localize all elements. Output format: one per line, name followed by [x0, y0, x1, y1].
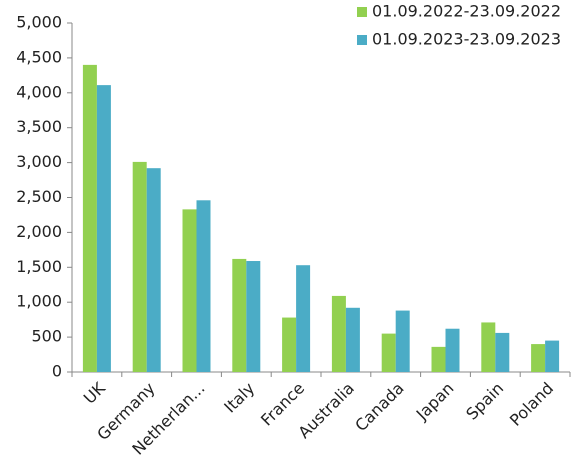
x-tick-label: UK	[80, 378, 109, 407]
y-tick-label: 1,500	[16, 257, 62, 276]
x-tick-label: Japan	[412, 379, 458, 425]
bar	[282, 317, 297, 372]
bar	[331, 295, 346, 372]
y-tick-label: 1,000	[16, 292, 62, 311]
x-tick-label: Poland	[506, 379, 557, 430]
bar	[246, 261, 261, 372]
y-tick-label: 4,500	[16, 47, 62, 66]
legend-swatch	[357, 35, 367, 45]
x-tick-label: Italy	[220, 379, 258, 417]
x-tick-label: Spain	[462, 379, 507, 424]
bar	[531, 344, 546, 372]
legend-label: 01.09.2022-23.09.2022	[372, 2, 561, 21]
legend-label: 01.09.2023-23.09.2023	[372, 30, 561, 49]
bar	[182, 209, 197, 372]
bar	[445, 328, 460, 372]
bar	[431, 346, 446, 372]
bar	[395, 310, 410, 372]
bar	[345, 307, 360, 372]
y-tick-label: 3,500	[16, 117, 62, 136]
bar	[82, 64, 97, 372]
y-tick-label: 5,000	[16, 13, 62, 32]
bar	[232, 258, 247, 372]
x-tick-label: Canada	[351, 379, 407, 435]
bar	[96, 85, 111, 372]
bar	[296, 265, 311, 372]
bar	[545, 340, 560, 372]
y-tick-label: 4,000	[16, 82, 62, 101]
bar	[381, 333, 396, 372]
y-tick-label: 3,000	[16, 152, 62, 171]
bar	[495, 332, 510, 372]
y-tick-label: 2,000	[16, 222, 62, 241]
y-tick-label: 0	[52, 362, 62, 381]
legend-swatch	[357, 7, 367, 17]
y-tick-label: 500	[31, 327, 62, 346]
bar	[132, 161, 147, 372]
y-tick-label: 2,500	[16, 187, 62, 206]
bar	[481, 322, 496, 372]
bar	[146, 168, 161, 372]
bar	[196, 200, 211, 372]
